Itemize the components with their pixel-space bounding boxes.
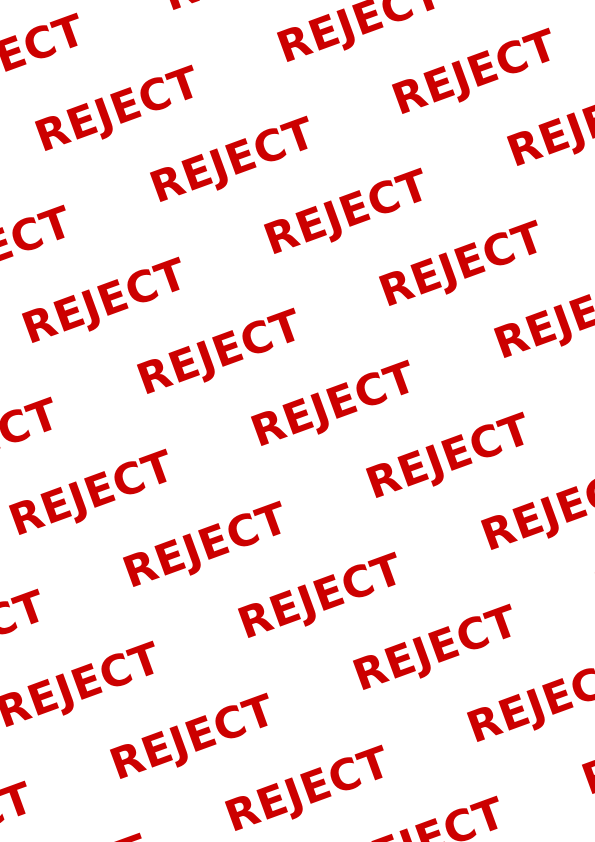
reject-stamp: REJECT	[15, 248, 194, 355]
reject-stamp: REJECT	[346, 596, 525, 703]
reject-stamp: REJECT	[0, 772, 40, 842]
reject-stamp: REJECT	[575, 700, 595, 807]
reject-stamp: REJECT	[385, 20, 565, 127]
reject-stamp: REJECT	[500, 72, 595, 178]
reject-stamp: REJECT	[257, 160, 437, 267]
reject-stamp: REJECT	[0, 196, 80, 303]
reject-stamp: REJECT	[333, 788, 512, 842]
reject-stamp: REJECT	[130, 300, 309, 407]
reject-stamp: REJECT	[244, 352, 424, 459]
reject-stamp: REJECT	[116, 492, 296, 599]
reject-stamp: REJECT	[0, 4, 93, 111]
reject-stamp: REJECT	[218, 736, 397, 842]
reject-stamp: REJECT	[372, 212, 551, 319]
reject-stamp: REJECT	[0, 580, 53, 687]
reject-stamp: REJECT	[487, 264, 595, 371]
reject-stamp: REJECT	[28, 56, 207, 163]
reject-stamp: REJECT	[0, 388, 67, 495]
reject-stamp: REJECT	[460, 648, 595, 755]
reject-stamp: REJECT	[231, 544, 411, 651]
reject-stamp: REJECT	[270, 0, 450, 75]
reject-stamp: REJECT	[588, 508, 595, 615]
reject-stamp: REJECT	[143, 108, 322, 215]
reject-stamp: REJECT	[103, 684, 283, 791]
reject-stamp: REJECT	[0, 825, 155, 842]
reject-stamp: REJECT	[0, 632, 168, 739]
reject-stamp: REJECT	[2, 440, 181, 547]
reject-stamp: REJECT	[474, 456, 595, 563]
reject-stamp: REJECT	[359, 404, 538, 511]
